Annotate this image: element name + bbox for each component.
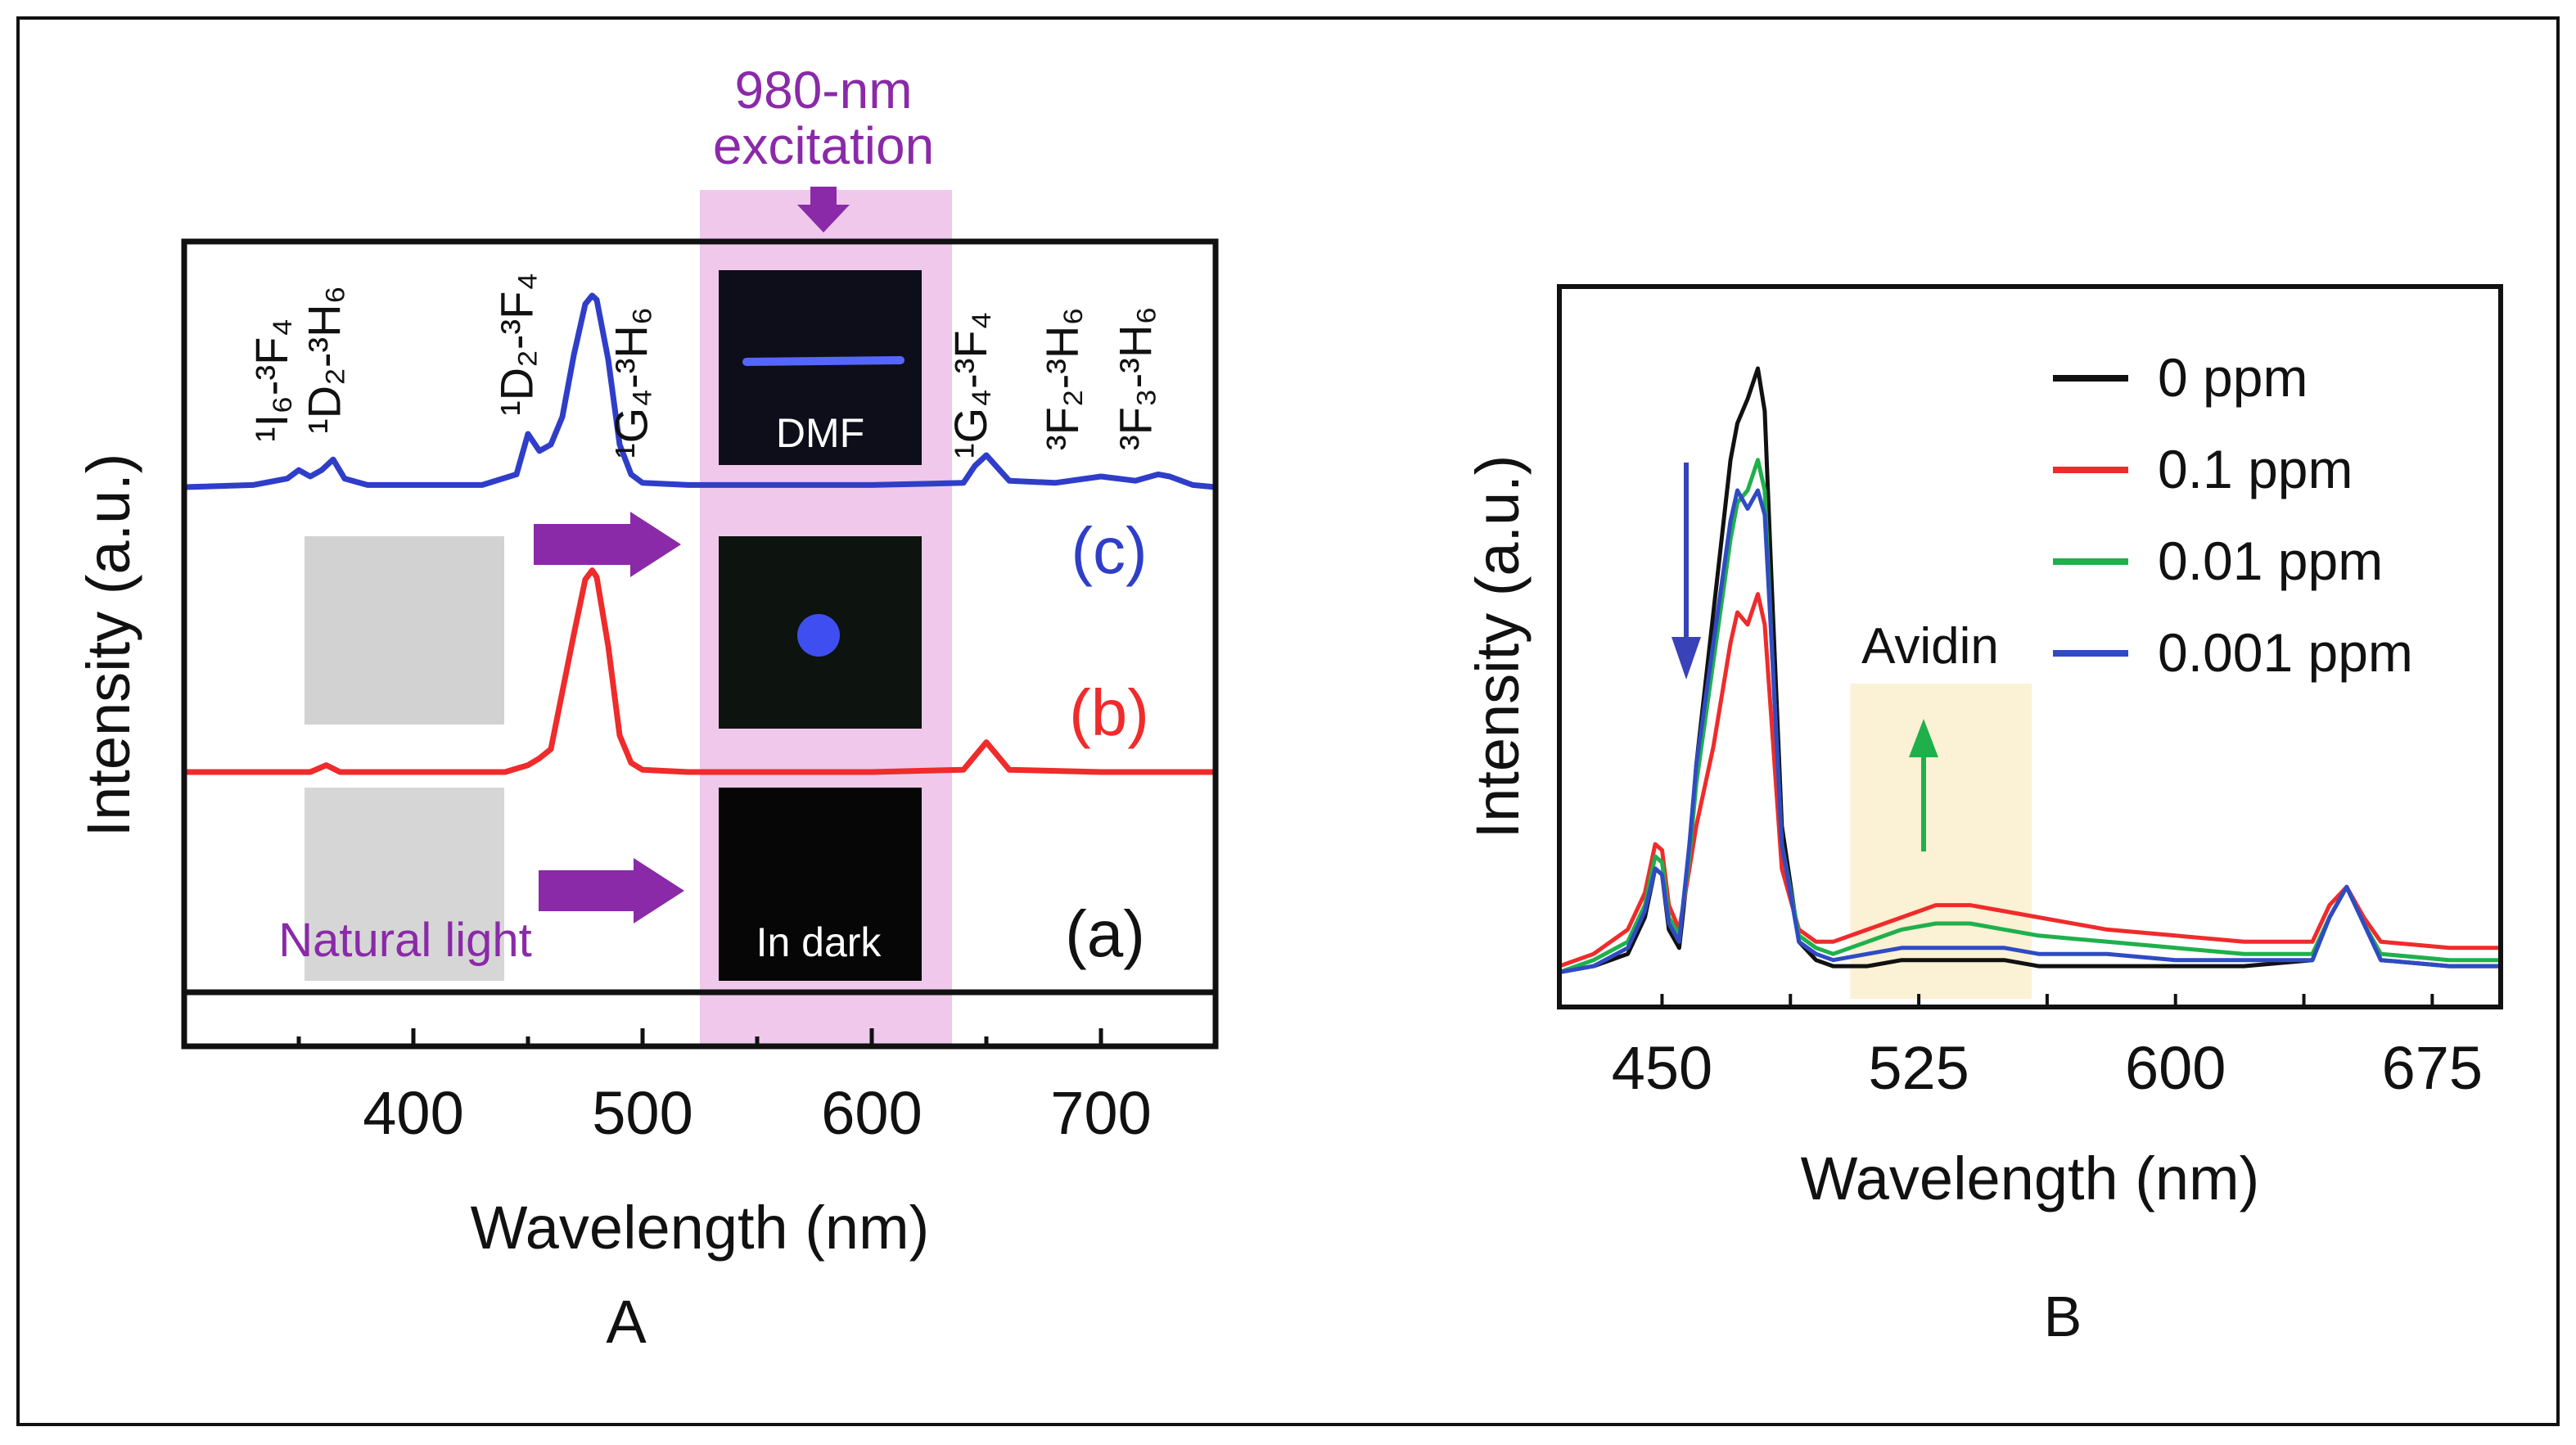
up-arrow-head-icon: [1909, 719, 1938, 757]
panel-a-x-tick-label: 600: [821, 1079, 922, 1147]
panel-a-excitation-label: 980-nm excitation: [713, 61, 934, 233]
panel-b-axes-frame: [1557, 284, 2503, 1009]
panel-b-legend: 0 ppm 0.1 ppm 0.01 ppm 0.001 ppm: [2053, 347, 2413, 683]
legend-label: 0.001 ppm: [2158, 622, 2413, 683]
panel-a: 980-nm excitation DMF In dark Natural li…: [74, 61, 1219, 1356]
panel-a-x-tick-label: 400: [363, 1079, 463, 1147]
series-label-a: (a): [1065, 897, 1145, 970]
inset-dark-label: In dark: [756, 919, 882, 965]
panel-a-series-c: [183, 292, 1216, 490]
excitation-arrow-icon: [797, 187, 850, 233]
transition-label: ¹G₄-³F₄: [945, 312, 996, 458]
paper-sample-upper: [305, 536, 504, 725]
series-label-b: (b): [1069, 676, 1149, 749]
panel-b-x-tick-label: 675: [2382, 1034, 2483, 1102]
panel-a-x-tick-label: 500: [592, 1079, 692, 1147]
panel-a-excitation-label-line2: excitation: [713, 116, 934, 175]
panel-b-x-tick-label: 450: [1612, 1034, 1712, 1102]
legend-label: 0.01 ppm: [2158, 531, 2383, 591]
panel-a-x-axis: 400 500 600 700: [296, 1028, 1218, 1147]
panel-a-y-axis-label: Intensity (a.u.): [74, 454, 142, 838]
inset-dmf-blue-glow: [742, 356, 905, 366]
panel-a-label: A: [606, 1288, 647, 1356]
transition-label: ¹D₂-³H₆: [298, 286, 350, 434]
natural-light-label: Natural light: [278, 914, 531, 967]
panel-b: 450 525 600 675 Avidin 0 ppm 0.1 ppm 0.01 ppm…: [1464, 284, 2503, 1348]
transition-label: ¹I₆-³F₄: [246, 318, 297, 442]
transition-label: ³F₃-³H₆: [1110, 306, 1162, 450]
legend-label: 0 ppm: [2158, 347, 2308, 408]
panel-b-label: B: [2044, 1285, 2082, 1348]
panel-a-axes-frame: [181, 238, 1219, 1050]
transition-label: ¹D₂-³F₄: [491, 273, 543, 416]
inset-blue-spot: [797, 614, 840, 657]
paper-sample-lower: [305, 788, 504, 981]
avidin-annotation: Avidin: [1861, 618, 1999, 675]
panel-b-y-axis-label: Intensity (a.u.): [1464, 455, 1532, 839]
transition-label: ³F₂-³H₆: [1036, 307, 1088, 450]
panel-a-series-b: [184, 567, 1216, 775]
panel-a-x-axis-label: Wavelength (nm): [471, 1194, 930, 1262]
panel-b-x-axis: 450 525 600 675: [1612, 994, 2483, 1102]
series-label-c: (c): [1071, 514, 1147, 587]
panel-b-x-axis-label: Wavelength (nm): [1801, 1145, 2260, 1212]
panel-a-transition-labels: ¹I₆-³F₄ ¹D₂-³H₆ ¹D₂-³F₄ ¹G₄-³H₆ ¹G₄-³F₄ ³F₂-³…: [246, 273, 1162, 458]
panel-a-excitation-label-line1: 980-nm: [735, 61, 913, 120]
legend-label: 0.1 ppm: [2158, 439, 2353, 499]
down-arrow-head-icon: [1671, 637, 1701, 680]
panel-a-x-tick-label: 700: [1050, 1079, 1151, 1147]
arrow-right-icon-upper: [534, 512, 681, 577]
inset-dmf-photo: [719, 270, 922, 465]
inset-dark-photo: [719, 788, 922, 981]
panel-b-series-0-001-ppm: [1559, 488, 2501, 974]
inset-dmf-label: DMF: [776, 410, 864, 456]
panel-b-series-layer: [1559, 366, 2501, 974]
panel-b-x-tick-label: 600: [2125, 1034, 2226, 1102]
arrow-right-icon-lower: [539, 858, 684, 923]
panel-b-x-tick-label: 525: [1868, 1034, 1969, 1102]
transition-label: ¹G₄-³H₆: [606, 307, 657, 458]
